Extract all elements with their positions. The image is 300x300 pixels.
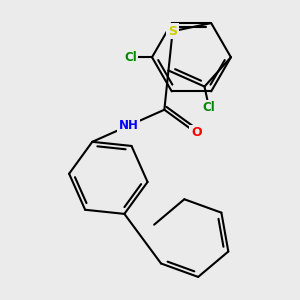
Text: S: S [168,25,177,38]
Text: O: O [191,126,202,140]
Text: Cl: Cl [202,101,215,114]
Text: Cl: Cl [124,51,137,64]
Text: NH: NH [118,119,138,132]
